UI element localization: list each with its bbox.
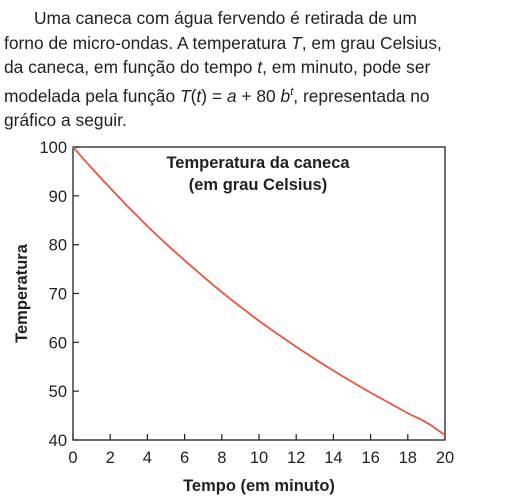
problem-line-4: modelada pela função T(t) = a + 80 bt, r… [4, 85, 430, 106]
y-axis-title: Temperatura [13, 243, 31, 343]
problem-statement: Uma caneca com água fervendo é retirada … [4, 6, 502, 133]
x-tick-label-20: 20 [436, 449, 454, 467]
x-axis-title: Tempo (em minuto) [183, 477, 335, 495]
problem-line-5-text: gráfico a seguir. [4, 110, 127, 131]
y-tick-label-70: 70 [49, 286, 67, 304]
problem-line-1-text: Uma caneca com água fervendo é retirada … [34, 8, 417, 28]
y-tick-label-90: 90 [49, 188, 67, 206]
x-tick-label-0: 0 [68, 449, 77, 467]
x-tick-label-4: 4 [143, 449, 152, 467]
x-tick-label-16: 16 [361, 449, 379, 467]
y-tick-label-80: 80 [49, 237, 67, 255]
x-tick-label-18: 18 [399, 449, 417, 467]
x-tick-label-10: 10 [250, 449, 268, 467]
x-tick-label-2: 2 [106, 449, 115, 467]
x-tick-label-14: 14 [324, 449, 342, 467]
x-tick-label-12: 12 [287, 449, 305, 467]
y-tick-label-100: 100 [39, 139, 67, 157]
problem-line-1: Uma caneca com água fervendo é retirada … [4, 6, 502, 31]
chart-title-line-1: Temperatura da caneca [166, 154, 350, 172]
x-tick-label-6: 6 [180, 449, 189, 467]
y-tick-label-50: 50 [49, 383, 67, 401]
y-tick-label-60: 60 [49, 334, 67, 352]
problem-line-2: forno de micro-ondas. A temperatura T, e… [4, 32, 442, 53]
problem-line-5: gráfico a seguir. [4, 108, 502, 133]
chart-title-line-2: (em grau Celsius) [189, 176, 327, 194]
problem-line-3: da caneca, em função do tempo t, em minu… [4, 57, 431, 78]
x-tick-label-8: 8 [217, 449, 226, 467]
y-tick-label-40: 40 [49, 432, 67, 450]
series-line-0 [72, 146, 446, 436]
